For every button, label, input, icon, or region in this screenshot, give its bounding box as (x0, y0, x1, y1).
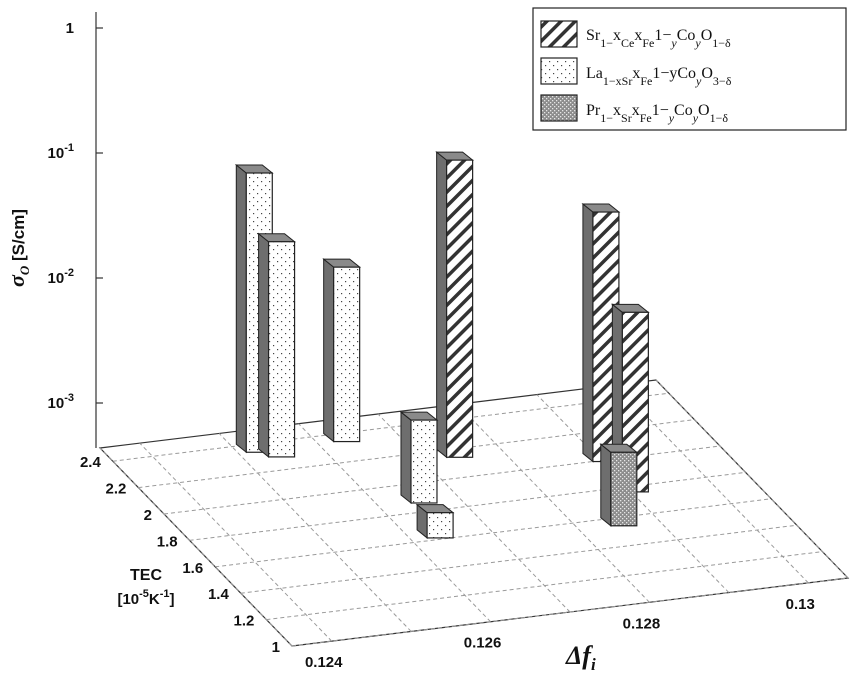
grid-line-tec (112, 392, 669, 462)
y-axis-unit: [S/cm] (9, 209, 28, 261)
y-tick-label: 10-1 (48, 142, 74, 162)
z-axis-title-line1: TEC (130, 567, 162, 584)
z-tick-label: 1 (272, 639, 280, 656)
bar-face (410, 419, 438, 504)
y-tick-label: 10-3 (48, 392, 74, 412)
grid-line-x (99, 447, 293, 647)
legend-swatch-dense (540, 94, 578, 122)
z-tick-label: 1.2 (234, 613, 255, 630)
bar-face (610, 451, 638, 527)
z-tick-label: 1.4 (208, 586, 230, 603)
bar-dense-0 (599, 443, 639, 527)
legend-entry-pr: Pr1−xSrxFe1−yCoyO1−δ (586, 102, 728, 125)
legend-swatch-dots (540, 57, 578, 85)
legend-box (532, 7, 847, 131)
y-axis-title: σO [S/cm] (4, 209, 32, 287)
bar-side (323, 258, 335, 443)
y-tick-label: 1 (66, 20, 74, 37)
legend: Sr1−xCexFe1−yCoyO1−δ La1−xSrxFe1−yCoyO3−… (532, 7, 847, 131)
bar-dots-1 (257, 232, 296, 458)
axes (95, 12, 103, 448)
grid-line-x (218, 433, 412, 632)
y-tick-label: 10-2 (48, 267, 74, 287)
bar-face (446, 159, 474, 458)
grid-line-x (139, 442, 333, 642)
z-axis-title-line2: [10-5K-1] (117, 588, 174, 608)
bar-side (258, 232, 270, 458)
floor-outline (98, 379, 850, 647)
y-axis-subscript: O (17, 265, 32, 275)
bar-side (235, 163, 247, 454)
grid-line-x (377, 413, 571, 613)
legend-entry-sr: Sr1−xCexFe1−yCoyO1−δ (586, 27, 731, 50)
z-tick-label: 1.6 (182, 560, 203, 577)
bar-side (436, 151, 448, 459)
bars (234, 151, 650, 539)
legend-swatch-hatch (540, 20, 578, 48)
x-tick-label: 0.128 (623, 615, 661, 632)
bar-hatch-0 (435, 151, 475, 459)
bar-dots-3 (399, 411, 439, 505)
bar-face (426, 512, 454, 539)
grid-line-x (457, 403, 650, 603)
z-tick-label: 2.2 (106, 481, 127, 498)
bar-side (582, 202, 594, 463)
z-tick-label: 2 (144, 507, 152, 524)
grid-line-x (615, 384, 809, 584)
grid-line-tec (215, 498, 772, 568)
bar-dots-4 (415, 503, 455, 539)
grid-line-x (655, 379, 849, 579)
tick-labels: 1 1.21.4 1.61.8 2 2.22.4 0.124 0.126 0.128 0.13 1… (48, 20, 815, 671)
bar-side (600, 443, 612, 527)
legend-entry-la: La1−xSrxFe1−yCoyO3−δ (586, 65, 732, 88)
x-tick-label: 0.126 (464, 635, 502, 652)
bar-side (400, 411, 412, 505)
x-axis-title: Δfi (565, 641, 596, 674)
bar-face (333, 266, 361, 443)
z-tick-label: 1.8 (157, 533, 178, 550)
x-tick-label: 0.13 (786, 596, 815, 613)
bar-dots-2 (322, 258, 362, 443)
grid-line-x (536, 394, 730, 593)
floor-grid (98, 379, 850, 647)
x-tick-label: 0.124 (305, 654, 343, 671)
y-axis-symbol: σ (4, 274, 29, 287)
grid-line-x (298, 423, 491, 623)
z-tick-label: 2.4 (80, 454, 102, 471)
bar-face (267, 241, 296, 458)
